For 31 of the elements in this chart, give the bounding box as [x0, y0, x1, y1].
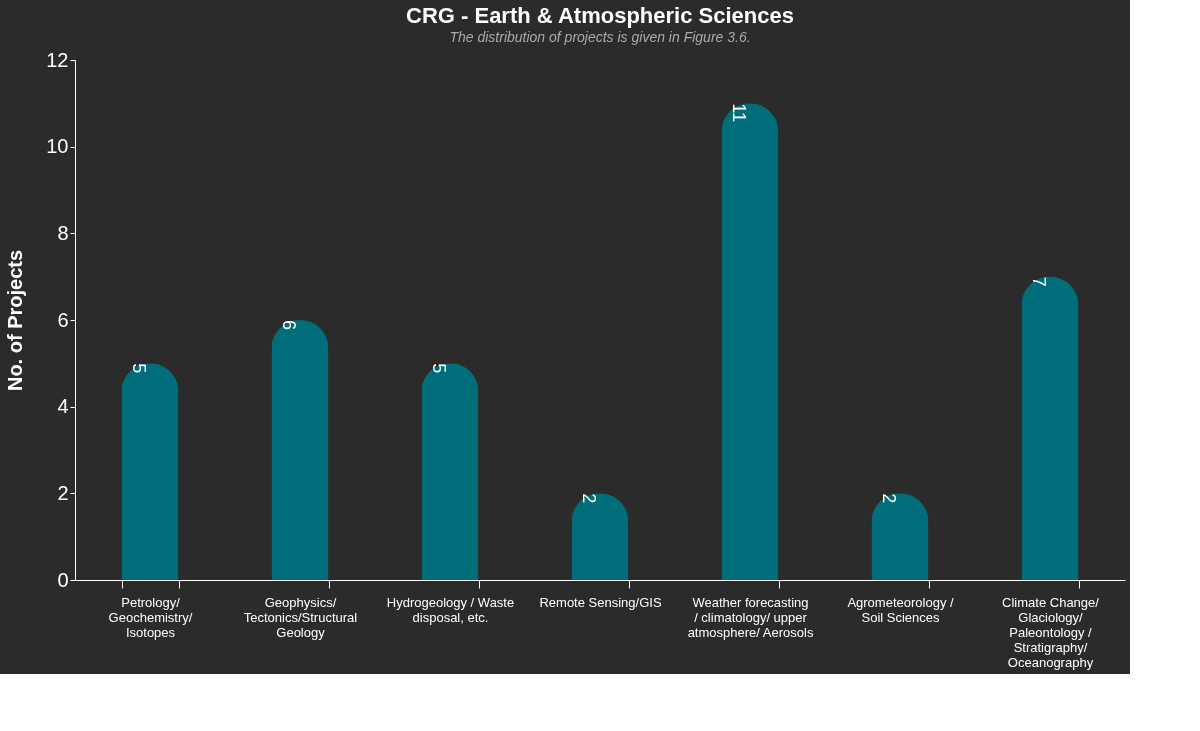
- bar: [121, 363, 179, 580]
- data-label: 6: [279, 320, 299, 331]
- y-tick-label: 0: [57, 568, 69, 591]
- x-tick-label: Weather forecasting / climatology/ upper atmosphere/ Aerosols: [687, 594, 814, 640]
- data-label: 2: [579, 493, 599, 504]
- data-label: 2: [879, 493, 899, 504]
- y-tick-label: 8: [57, 221, 69, 244]
- y-tick-label: 4: [57, 395, 69, 418]
- bar: [1021, 276, 1079, 580]
- x-tick-label: Hydrogeology / Waste disposal, etc.: [386, 594, 515, 625]
- y-tick-label: 10: [46, 135, 69, 158]
- data-label: 7: [1029, 276, 1049, 287]
- text: The distribution of projects is given in Figure 3.6.: [449, 29, 751, 45]
- x-tick-label: Remote Sensing/GIS: [539, 594, 662, 610]
- bar: [271, 320, 329, 580]
- x-tick-label: Petrology/ Geochemistry/ Isotopes: [108, 594, 193, 640]
- data-label: 5: [429, 363, 449, 374]
- chart-title: CRG - Earth & Atmospheric Sciences: [406, 3, 794, 28]
- y-tick-label: 6: [57, 308, 69, 331]
- data-label: 5: [129, 363, 149, 374]
- y-tick-label: 2: [57, 481, 69, 504]
- bar: [421, 363, 479, 580]
- y-tick-label: 12: [46, 48, 69, 71]
- x-tick-label: Climate Change/ Glaciology/ Paleontology / Stratigraphy/ Oceanography: [1002, 594, 1100, 670]
- bar: [721, 103, 779, 580]
- y-axis-title: No. of Projects: [4, 249, 27, 392]
- bar: [871, 493, 929, 580]
- x-tick-label: Geophysics/ Tectonics/Structural Geology: [243, 594, 358, 640]
- data-label: 11: [729, 103, 749, 123]
- x-tick-label: Agrometeorology / Soil Sciences: [847, 594, 954, 625]
- bar: [571, 493, 629, 580]
